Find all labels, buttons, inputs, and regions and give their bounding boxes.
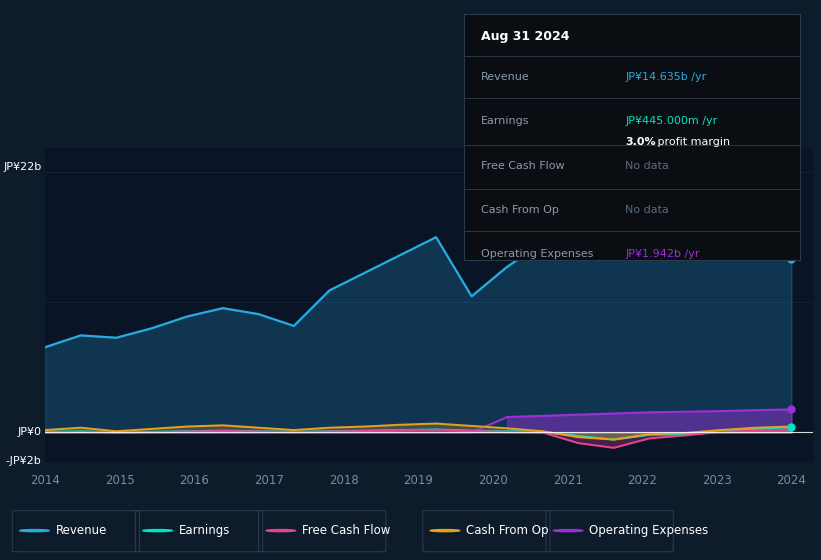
Text: JP¥1.942b /yr: JP¥1.942b /yr bbox=[626, 249, 700, 259]
Text: 2021: 2021 bbox=[553, 474, 583, 487]
Text: Free Cash Flow: Free Cash Flow bbox=[302, 524, 391, 537]
Text: No data: No data bbox=[626, 161, 669, 171]
Text: 2019: 2019 bbox=[403, 474, 433, 487]
Text: Operating Expenses: Operating Expenses bbox=[589, 524, 709, 537]
Text: 2024: 2024 bbox=[777, 474, 806, 487]
Text: JP¥445.000m /yr: JP¥445.000m /yr bbox=[626, 116, 718, 126]
Text: Earnings: Earnings bbox=[179, 524, 231, 537]
Text: Revenue: Revenue bbox=[481, 72, 530, 82]
Text: 2017: 2017 bbox=[255, 474, 284, 487]
Text: JP¥0: JP¥0 bbox=[17, 427, 41, 437]
Text: 2018: 2018 bbox=[328, 474, 359, 487]
Text: 2015: 2015 bbox=[105, 474, 135, 487]
Text: 2016: 2016 bbox=[180, 474, 209, 487]
Circle shape bbox=[266, 530, 296, 531]
Text: 2023: 2023 bbox=[702, 474, 732, 487]
Text: 2014: 2014 bbox=[30, 474, 60, 487]
Text: profit margin: profit margin bbox=[654, 137, 730, 147]
Text: 3.0%: 3.0% bbox=[626, 137, 656, 147]
Text: Operating Expenses: Operating Expenses bbox=[481, 249, 593, 259]
Text: Free Cash Flow: Free Cash Flow bbox=[481, 161, 564, 171]
Text: Earnings: Earnings bbox=[481, 116, 530, 126]
Circle shape bbox=[553, 530, 583, 531]
Circle shape bbox=[430, 530, 460, 531]
Text: 2020: 2020 bbox=[478, 474, 508, 487]
Text: Aug 31 2024: Aug 31 2024 bbox=[481, 30, 569, 43]
Text: Cash From Op: Cash From Op bbox=[466, 524, 548, 537]
Text: No data: No data bbox=[626, 205, 669, 215]
Text: JP¥14.635b /yr: JP¥14.635b /yr bbox=[626, 72, 707, 82]
Circle shape bbox=[143, 530, 172, 531]
Circle shape bbox=[20, 530, 49, 531]
Text: JP¥22b: JP¥22b bbox=[3, 162, 41, 172]
Text: Revenue: Revenue bbox=[56, 524, 108, 537]
Text: 2022: 2022 bbox=[627, 474, 657, 487]
Text: Cash From Op: Cash From Op bbox=[481, 205, 558, 215]
Text: -JP¥2b: -JP¥2b bbox=[6, 456, 41, 466]
